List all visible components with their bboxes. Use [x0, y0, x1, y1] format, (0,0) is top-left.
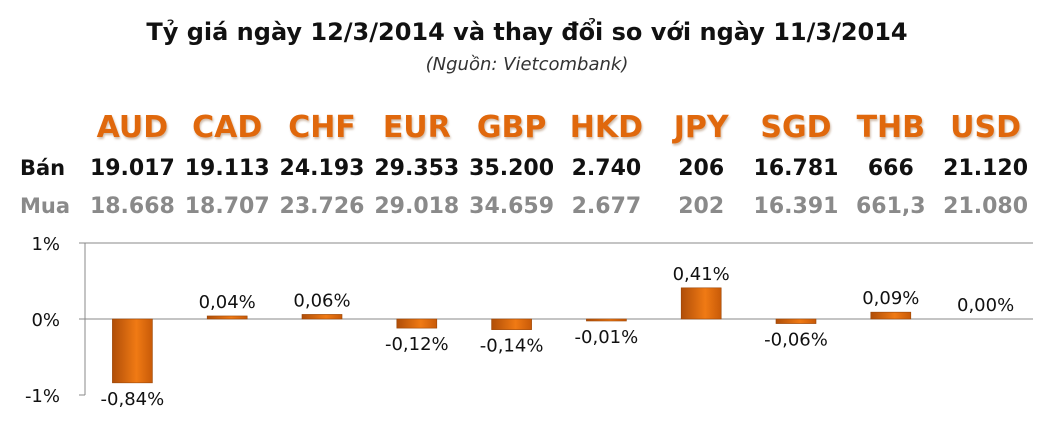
sell-rate: 35.200: [469, 156, 555, 181]
data-label-EUR: -0,12%: [385, 334, 449, 355]
currency-label: CAD: [192, 110, 263, 145]
data-label-CAD: 0,04%: [199, 292, 256, 313]
currency-label: CHF: [288, 110, 356, 145]
currency-label: SGD: [760, 110, 832, 145]
sell-row-label: Bán: [20, 156, 66, 180]
buy-rate: 661,3: [856, 194, 926, 219]
sell-rate: 2.740: [571, 156, 642, 181]
y-tick-label: -1%: [25, 386, 60, 407]
bar-CHF: [301, 314, 343, 320]
bar-EUR: [396, 318, 438, 329]
currency-label: USD: [950, 110, 1022, 145]
bar-JPY: [680, 287, 722, 320]
buy-rate: 34.659: [469, 194, 555, 219]
currency-label: EUR: [382, 110, 451, 145]
currency-label: THB: [856, 110, 926, 145]
data-label-USD: 0,00%: [957, 295, 1014, 316]
bar-CAD: [206, 315, 248, 320]
y-tick-label: 1%: [31, 234, 60, 255]
chart-title: Tỷ giá ngày 12/3/2014 và thay đổi so với…: [146, 18, 908, 46]
data-label-SGD: -0,06%: [764, 330, 828, 351]
buy-rate: 29.018: [374, 194, 460, 219]
buy-rate: 2.677: [571, 194, 642, 219]
bar-AUD: [112, 318, 153, 384]
sell-rate: 666: [867, 156, 914, 181]
chart-subtitle: (Nguồn: Vietcombank): [425, 54, 629, 75]
data-label-THB: 0,09%: [862, 288, 919, 309]
sell-rate: 21.120: [943, 156, 1029, 181]
bar-GBP: [491, 318, 532, 330]
data-label-AUD: -0,84%: [101, 389, 165, 410]
buy-rate: 202: [678, 194, 725, 219]
bar-THB: [870, 311, 912, 320]
data-label-GBP: -0,14%: [480, 336, 544, 357]
data-label-HKD: -0,01%: [575, 327, 639, 348]
y-tick-label: 0%: [31, 310, 60, 331]
buy-rate: 23.726: [279, 194, 365, 219]
data-label-JPY: 0,41%: [673, 264, 730, 285]
currency-label: JPY: [673, 110, 729, 145]
sell-rate: 19.017: [89, 156, 175, 181]
sell-rate: 29.353: [374, 156, 460, 181]
buy-rate: 16.391: [753, 194, 839, 219]
bar-HKD: [586, 318, 627, 322]
sell-rate: 206: [678, 156, 725, 181]
buy-rate: 21.080: [943, 194, 1029, 219]
currency-label: GBP: [476, 110, 547, 145]
buy-rate: 18.707: [184, 194, 270, 219]
data-label-CHF: 0,06%: [293, 290, 350, 311]
sell-rate: 19.113: [184, 156, 270, 181]
sell-rate: 16.781: [753, 156, 839, 181]
buy-row-label: Mua: [20, 194, 71, 218]
bar-SGD: [775, 318, 817, 324]
buy-rate: 18.668: [89, 194, 175, 219]
currency-label: HKD: [569, 110, 644, 145]
currency-label: AUD: [96, 110, 169, 145]
sell-rate: 24.193: [279, 156, 365, 181]
